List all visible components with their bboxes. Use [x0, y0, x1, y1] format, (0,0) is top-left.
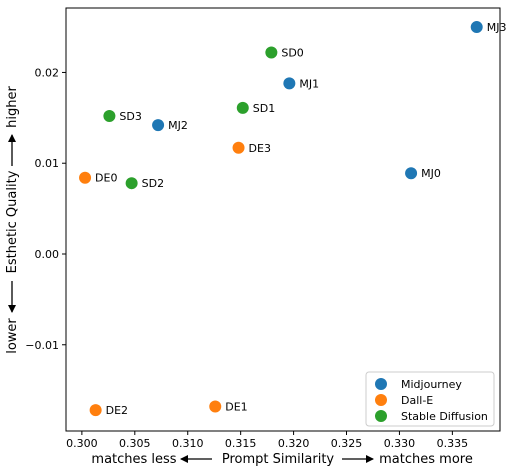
data-point — [236, 101, 249, 114]
axis-labels: matches less Prompt Similarity matches mor… — [5, 86, 473, 467]
legend-label: Dall-E — [401, 394, 433, 407]
data-point — [209, 400, 222, 413]
data-point — [103, 110, 116, 123]
point-label: DE3 — [249, 142, 271, 155]
data-point — [79, 171, 92, 184]
point-label: DE1 — [225, 400, 247, 413]
point-label: MJ1 — [299, 77, 319, 90]
data-point — [89, 404, 102, 417]
axes: 0.300 0.305 0.310 0.315 0.320 0.325 0.330 0.335… — [25, 7, 501, 450]
data-point — [470, 21, 483, 34]
data-point — [232, 141, 245, 154]
point-label: SD2 — [142, 177, 164, 190]
y-axis-label: lower Esthetic Quality higher — [5, 86, 20, 354]
point-label: SD3 — [119, 110, 141, 123]
legend-label: Midjourney — [401, 378, 462, 391]
plot-background — [66, 8, 500, 431]
point-label: SD0 — [281, 46, 303, 59]
data-point — [405, 167, 418, 180]
point-label: MJ3 — [487, 21, 507, 34]
data-point — [125, 177, 138, 190]
point-label: MJ0 — [421, 167, 441, 180]
legend-box — [365, 371, 495, 427]
x-label-right: matches more — [379, 452, 473, 467]
data-point — [265, 46, 278, 59]
x-tick-label: 0.310 — [172, 437, 204, 450]
x-tick-label: 0.330 — [384, 437, 416, 450]
x-tick-label: 0.335 — [437, 437, 469, 450]
point-label: DE0 — [95, 172, 117, 185]
data-point — [152, 119, 165, 132]
y-label-bottom: lower — [5, 318, 20, 354]
x-label-left: matches less — [91, 452, 176, 467]
y-tick-label: −0.01 — [25, 339, 59, 352]
y-label-center: Esthetic Quality — [5, 170, 20, 273]
point-label: MJ2 — [168, 119, 188, 132]
legend-marker — [375, 378, 387, 390]
x-tick-label: 0.315 — [225, 437, 257, 450]
x-tick-label: 0.325 — [331, 437, 363, 450]
point-label: DE2 — [106, 404, 128, 417]
point-label: SD1 — [253, 102, 275, 115]
x-tick-label: 0.300 — [66, 437, 98, 450]
data-point — [283, 77, 296, 90]
legend-label: Stable Diffusion — [401, 410, 488, 423]
x-tick-label: 0.305 — [119, 437, 151, 450]
y-label-top: higher — [5, 86, 20, 128]
legend-marker — [375, 410, 387, 422]
data-points: MJ3 MJ1 MJ2 MJ0 DE3 DE0 DE1 DE2 SD0 SD1 SD3 SD2 — [79, 21, 506, 417]
x-label-center: Prompt Similarity — [222, 452, 335, 467]
y-tick-label: 0.01 — [35, 157, 60, 170]
y-tick-label: 0.02 — [35, 66, 60, 79]
legend: Midjourney Dall-E Stable Diffusion — [365, 371, 495, 427]
plot-area — [66, 8, 500, 431]
legend-marker — [375, 394, 387, 406]
x-tick-label: 0.320 — [278, 437, 310, 450]
y-tick-label: 0.00 — [35, 248, 60, 261]
plot-frame — [65, 7, 501, 432]
